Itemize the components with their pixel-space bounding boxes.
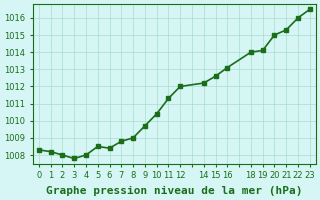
X-axis label: Graphe pression niveau de la mer (hPa): Graphe pression niveau de la mer (hPa) bbox=[46, 186, 302, 196]
